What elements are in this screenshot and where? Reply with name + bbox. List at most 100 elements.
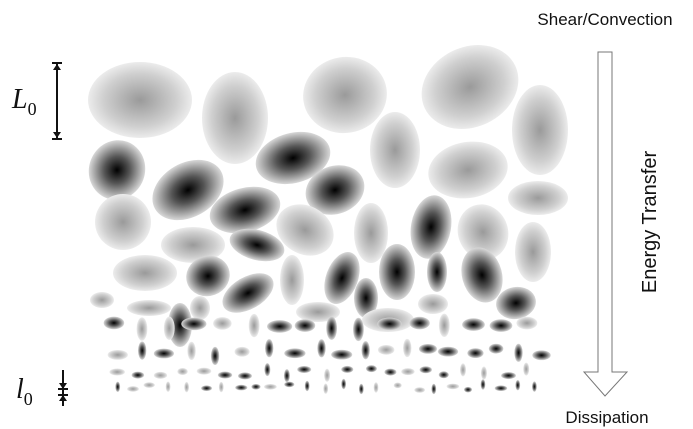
- eddy: [280, 255, 304, 305]
- eddy: [95, 194, 151, 250]
- eddy: [409, 317, 429, 330]
- eddy: [197, 368, 212, 375]
- eddy: [418, 294, 448, 314]
- eddy: [324, 369, 330, 382]
- eddy: [108, 350, 128, 360]
- eddy: [424, 135, 513, 204]
- eddy: [284, 382, 294, 388]
- eddy: [481, 379, 486, 389]
- eddy: [181, 318, 206, 331]
- eddy: [508, 181, 568, 215]
- eddy: [515, 380, 520, 390]
- eddy: [284, 369, 290, 382]
- eddy: [251, 384, 260, 390]
- eddy: [177, 368, 187, 375]
- eddy: [154, 349, 174, 359]
- small-scale-marker: [58, 370, 68, 406]
- eddy: [127, 386, 139, 392]
- large-scale-marker: [52, 63, 62, 139]
- eddy: [490, 319, 513, 332]
- eddy: [265, 339, 273, 357]
- eddy: [394, 383, 402, 389]
- eddy: [406, 192, 457, 262]
- eddy: [144, 382, 155, 388]
- eddy: [190, 296, 210, 320]
- eddy: [264, 363, 270, 376]
- eddy: [201, 385, 212, 391]
- side-label: Energy Transfer: [639, 151, 661, 294]
- eddy: [164, 317, 175, 340]
- eddy: [384, 369, 396, 376]
- eddy: [460, 363, 466, 376]
- eddy: [235, 385, 247, 391]
- eddy: [516, 317, 537, 330]
- eddy: [341, 379, 346, 389]
- eddy: [218, 372, 232, 379]
- eddy: [90, 292, 114, 308]
- eddy: [512, 85, 568, 175]
- eddy: [438, 347, 458, 357]
- eddy: [238, 372, 252, 379]
- eddy: [166, 381, 171, 391]
- eddy: [109, 368, 124, 375]
- eddy: [264, 384, 277, 390]
- eddy: [354, 203, 388, 263]
- eddy: [154, 372, 167, 379]
- eddy: [249, 314, 260, 337]
- eddy: [379, 244, 415, 300]
- eddy: [211, 347, 219, 365]
- eddy: [501, 372, 516, 379]
- eddy: [213, 317, 232, 330]
- eddy: [366, 365, 377, 372]
- eddy: [326, 316, 337, 339]
- eddy: [359, 384, 364, 394]
- eddy: [341, 366, 353, 373]
- eddy: [331, 350, 352, 360]
- eddy: [353, 318, 364, 341]
- eddy: [447, 384, 460, 390]
- eddy: [295, 319, 316, 332]
- eddy: [104, 317, 125, 330]
- eddy: [495, 385, 508, 391]
- eddy: [132, 372, 144, 379]
- eddy: [532, 350, 550, 360]
- bottom-label: Dissipation: [565, 408, 648, 427]
- eddy: [113, 255, 177, 291]
- eddy: [439, 314, 450, 337]
- eddy: [481, 367, 487, 380]
- eddy: [401, 368, 414, 375]
- eddy: [464, 387, 472, 393]
- eddy: [219, 382, 224, 392]
- eddy: [489, 344, 504, 354]
- eddy: [115, 382, 120, 392]
- top-label: Shear/Convection: [537, 10, 672, 29]
- eddy: [202, 72, 268, 164]
- small-scale-label: l0: [16, 374, 33, 409]
- eddy: [235, 347, 250, 357]
- eddy: [184, 382, 189, 392]
- eddy: [419, 344, 437, 354]
- eddy: [361, 341, 369, 359]
- eddy: [523, 363, 529, 376]
- large-scale-label: L0: [11, 84, 37, 119]
- eddy: [137, 317, 148, 340]
- eddy: [267, 320, 292, 333]
- eddy: [532, 381, 537, 391]
- eddy: [427, 252, 447, 292]
- eddy: [138, 341, 146, 359]
- eddy: [88, 62, 192, 138]
- eddy: [317, 339, 325, 357]
- eddy: [403, 339, 411, 357]
- eddy: [305, 381, 310, 391]
- eddy: [377, 318, 402, 331]
- eddy: [127, 300, 171, 316]
- eddy: [187, 342, 195, 360]
- eddy: [374, 382, 379, 392]
- eddy: [462, 318, 485, 331]
- eddy: [378, 345, 394, 355]
- eddy: [515, 222, 551, 282]
- eddies: [80, 30, 568, 395]
- eddy: [414, 387, 425, 393]
- cascade-diagram: L0 l0 Shear/Convection Dissipation Energ…: [0, 0, 693, 429]
- eddy: [420, 366, 432, 373]
